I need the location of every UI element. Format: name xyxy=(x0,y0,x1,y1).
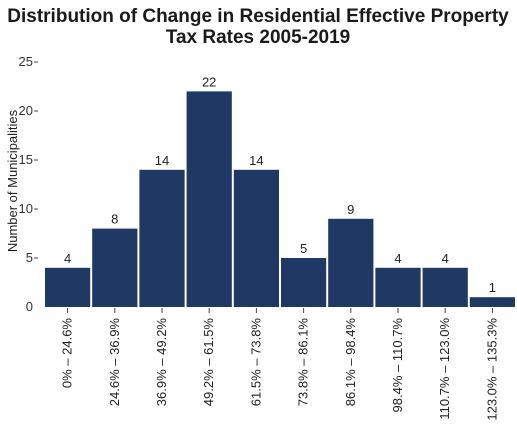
y-axis-title: Number of Municipalities xyxy=(5,109,20,252)
bar xyxy=(45,267,91,307)
bar xyxy=(233,169,279,307)
bar-value-label: 14 xyxy=(155,153,169,168)
y-tick-label: 15 xyxy=(19,152,33,167)
bar xyxy=(375,267,421,307)
x-axis: 0% – 24.6% 24.6% – 36.9% 36.9% – 49.2% 49.2… xyxy=(60,308,499,421)
bar xyxy=(92,228,138,307)
bar xyxy=(139,169,185,307)
x-category-label: 49.2% – 61.5% xyxy=(201,318,216,407)
x-category-label: 61.5% – 73.8% xyxy=(248,318,263,407)
bar-value-label: 9 xyxy=(347,202,354,217)
y-tick-label: 25 xyxy=(19,54,33,69)
bar-value-label: 4 xyxy=(442,251,449,266)
bar xyxy=(328,218,374,307)
x-category-label: 0% – 24.6% xyxy=(60,318,75,389)
bar xyxy=(186,91,232,308)
bars-group xyxy=(45,91,515,308)
y-tick-label: 5 xyxy=(26,250,33,265)
bar-value-label: 1 xyxy=(489,280,496,295)
x-category-label: 98.4% – 110.7% xyxy=(390,318,405,413)
x-category-label: 123.0% – 135.3% xyxy=(484,318,499,421)
y-axis: 0 5 10 15 20 25 xyxy=(19,54,38,314)
bar xyxy=(469,297,515,307)
x-category-label: 73.8% – 86.1% xyxy=(296,318,311,407)
y-tick-label: 10 xyxy=(19,201,33,216)
bar-value-labels: 4 8 14 22 14 5 9 4 4 1 xyxy=(64,74,496,295)
bar xyxy=(281,258,327,307)
bar-value-label: 14 xyxy=(249,153,263,168)
bar-value-label: 8 xyxy=(111,212,118,227)
y-tick-label: 20 xyxy=(19,103,33,118)
bar-value-label: 5 xyxy=(300,241,307,256)
bar-value-label: 22 xyxy=(202,74,216,89)
chart-title-line-1: Distribution of Change in Residential Ef… xyxy=(7,6,509,27)
x-category-label: 110.7% – 123.0% xyxy=(437,318,452,420)
x-category-label: 24.6% – 36.9% xyxy=(107,318,122,407)
bar-value-label: 4 xyxy=(64,251,71,266)
x-category-label: 86.1% – 98.4% xyxy=(343,318,358,407)
bar-value-label: 4 xyxy=(394,251,401,266)
y-tick-label: 0 xyxy=(26,299,33,314)
x-category-label: 36.9% – 49.2% xyxy=(154,318,169,407)
chart-title-line-2: Tax Rates 2005-2019 xyxy=(166,27,351,48)
bar xyxy=(422,267,468,307)
